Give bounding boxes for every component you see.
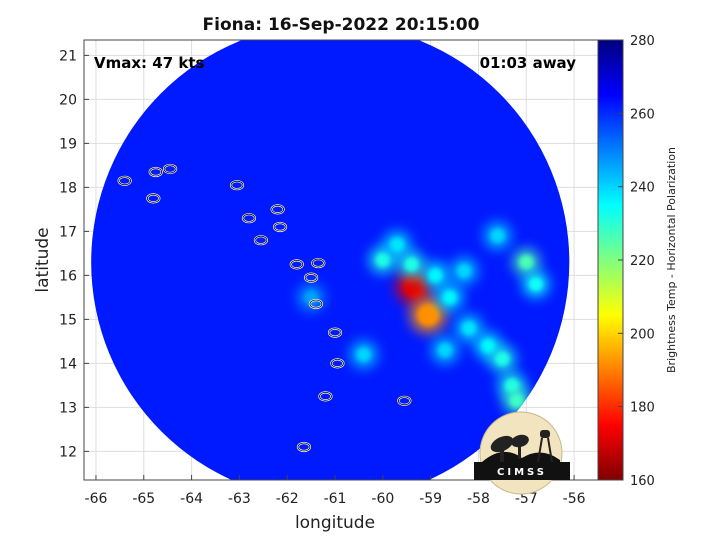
- y-tick-label: 20: [59, 92, 77, 108]
- y-axis-ticks: 12 13 14 15 16 17 18 19 20 21: [59, 48, 89, 460]
- convection-cell: [430, 336, 459, 365]
- chart-title: Fiona: 16-Sep-2022 20:15:00: [203, 15, 480, 35]
- x-tick-label: -66: [85, 491, 108, 507]
- brightness-swath: [91, 40, 570, 480]
- convection-cell: [435, 283, 464, 312]
- island-outline-edge: [163, 164, 177, 174]
- y-tick-label: 19: [59, 136, 77, 152]
- island-outline-edge: [309, 299, 323, 309]
- island-outline-edge: [271, 204, 285, 214]
- convection-cell: [488, 345, 517, 373]
- island-outline-edge: [331, 358, 344, 368]
- y-tick-label: 17: [59, 224, 77, 240]
- x-tick-label: -60: [371, 491, 394, 507]
- convection-cell: [409, 296, 448, 334]
- y-tick-label: 21: [59, 48, 77, 64]
- convection-cell: [421, 261, 450, 290]
- colorbar-tick-label: 160: [630, 474, 655, 489]
- x-tick-label: -56: [563, 491, 586, 507]
- convection-cell: [349, 340, 378, 369]
- y-axis-label: latitude: [33, 227, 53, 292]
- x-tick-label: -57: [515, 491, 538, 507]
- swath-disk: [91, 40, 570, 480]
- x-tick-label: -64: [180, 491, 203, 507]
- island-outline-edge: [242, 213, 256, 223]
- convection-cell: [297, 283, 326, 312]
- colorbar-label: Brightness Temp - Horizontal Polarizatio…: [665, 147, 678, 373]
- island-outline-edge: [397, 396, 411, 406]
- island-outline-edge: [230, 180, 244, 190]
- colorbar-tick-label: 180: [630, 401, 655, 416]
- y-tick-label: 18: [59, 180, 77, 196]
- y-tick-label: 14: [59, 356, 77, 372]
- convection-cell: [521, 270, 550, 299]
- convection-cell: [450, 257, 479, 285]
- island-outline-edge: [273, 222, 287, 232]
- convection-cell: [383, 230, 412, 259]
- colorbar-tick-label: 260: [630, 107, 655, 122]
- time-away-annotation: 01:03 away: [480, 54, 577, 72]
- island-outline-edge: [290, 259, 304, 269]
- colorbar-tick-label: 220: [630, 254, 655, 269]
- x-tick-label: -61: [324, 491, 347, 507]
- y-tick-label: 13: [59, 400, 77, 416]
- colorbar-tick-label: 200: [630, 327, 655, 342]
- convection-cell: [483, 221, 512, 250]
- island-outlines: [117, 163, 412, 453]
- colorbar-ticks: 160 180 200 220 240 260 280: [618, 34, 655, 489]
- x-axis-label: longitude: [295, 513, 375, 533]
- x-tick-label: -65: [132, 491, 155, 507]
- x-axis-ticks: -66 -65 -64 -63 -62 -61 -60 -59 -58 -57 -56: [85, 475, 586, 507]
- x-tick-label: -58: [467, 491, 490, 507]
- colorbar-tick-label: 240: [630, 181, 655, 196]
- y-tick-label: 15: [59, 312, 77, 328]
- y-tick-label: 16: [59, 268, 77, 284]
- island-outline-edge: [254, 235, 268, 245]
- island-outline-edge: [146, 193, 160, 203]
- convection-cell: [512, 248, 541, 277]
- x-tick-label: -62: [276, 491, 299, 507]
- island-outline-edge: [304, 273, 318, 283]
- x-tick-label: -59: [419, 491, 442, 507]
- x-tick-label: -63: [228, 491, 251, 507]
- island-outline-edge: [118, 176, 132, 186]
- convection-features: [297, 221, 550, 415]
- y-tick-label: 12: [59, 444, 77, 460]
- svg-text:CIMSS: CIMSS: [497, 467, 547, 478]
- island-outline-edge: [328, 328, 342, 338]
- island-outline-edge: [311, 258, 325, 268]
- vmax-annotation: Vmax: 47 kts: [94, 54, 204, 72]
- convection-cell: [397, 250, 426, 279]
- cimss-logo: CIMSS: [474, 411, 570, 495]
- convection-cell: [454, 314, 483, 343]
- island-outline-edge: [297, 442, 311, 452]
- island-outline-edge: [149, 167, 163, 177]
- colorbar-tick-label: 280: [630, 34, 655, 49]
- island-outline-edge: [319, 391, 332, 401]
